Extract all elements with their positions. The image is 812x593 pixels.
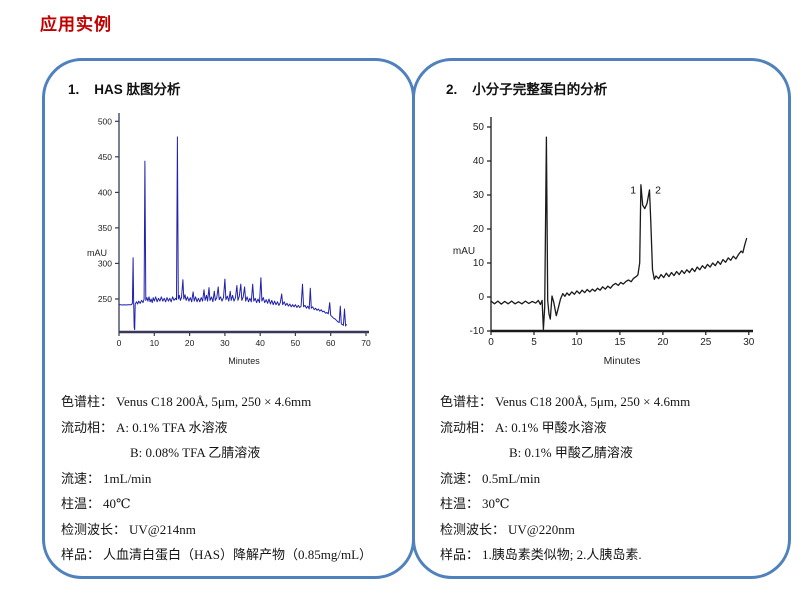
spec-value: B: 0.08% TFA 乙腈溶液	[130, 445, 261, 460]
spec-row-flow-rate: 流速： 1mL/min	[61, 466, 372, 492]
spec-label: 流动相：	[61, 419, 114, 435]
spec-value: Venus C18 200Å, 5μm, 250 × 4.6mm	[116, 394, 312, 409]
spec-list: 色谱柱： Venus C18 200Å, 5μm, 250 × 4.6mm 流动相…	[61, 389, 372, 568]
spec-label: 柱温：	[61, 496, 101, 511]
spec-label: 流速：	[440, 470, 480, 486]
spec-value: 1.胰岛素类似物; 2.人胰岛素.	[482, 547, 642, 562]
spec-value: UV@220nm	[508, 521, 575, 537]
spec-list: 色谱柱： Venus C18 200Å, 5μm, 250 × 4.6mm 流动相…	[440, 389, 690, 568]
spec-label: 检测波长：	[440, 521, 506, 537]
spec-row-detection: 检测波长： UV@220nm	[440, 517, 690, 543]
panel-small-protein-analysis: 2. 小分子完整蛋白的分析 色谱柱： Venus C18 200Å, 5μm, 25…	[412, 58, 791, 579]
panel-has-peptide-map: 1. HAS 肽图分析 色谱柱： Venus C18 200Å, 5μm, 250 …	[42, 58, 415, 579]
spec-value: 1mL/min	[103, 470, 152, 486]
spec-row-flow-rate: 流速： 0.5mL/min	[440, 466, 690, 492]
panel-header: 2. 小分子完整蛋白的分析	[446, 78, 607, 98]
spec-value: 30℃	[482, 496, 510, 511]
spec-label: 柱温：	[440, 496, 480, 511]
panel-title: 小分子完整蛋白的分析	[472, 82, 608, 97]
spec-value: 40℃	[103, 496, 131, 511]
spec-value: 人血清白蛋白（HAS）降解产物（0.85mg/mL）	[103, 547, 373, 562]
spec-value: A: 0.1% TFA 水溶液	[116, 419, 228, 435]
spec-label: 色谱柱：	[440, 394, 493, 409]
spec-row-sample: 样品： 1.胰岛素类似物; 2.人胰岛素.	[440, 542, 690, 568]
panel-number: 1.	[68, 82, 80, 97]
spec-label: 流速：	[61, 470, 101, 486]
panel-title: HAS 肽图分析	[94, 82, 181, 97]
spec-label: 色谱柱：	[61, 394, 114, 409]
spec-value: 0.5mL/min	[482, 470, 541, 486]
spec-row-sample: 样品： 人血清白蛋白（HAS）降解产物（0.85mg/mL）	[61, 542, 372, 568]
spec-value: B: 0.1% 甲酸乙腈溶液	[509, 445, 633, 460]
spec-label: 检测波长：	[61, 521, 127, 537]
spec-row-mobile-phase-b: B: 0.1% 甲酸乙腈溶液	[440, 440, 690, 466]
spec-row-column-temp: 柱温： 40℃	[61, 491, 372, 517]
panel-header: 1. HAS 肽图分析	[68, 78, 181, 98]
spec-row-column: 色谱柱： Venus C18 200Å, 5μm, 250 × 4.6mm	[61, 389, 372, 415]
spec-value: UV@214nm	[129, 521, 196, 537]
spec-row-mobile-phase-b: B: 0.08% TFA 乙腈溶液	[61, 440, 372, 466]
spec-row-column: 色谱柱： Venus C18 200Å, 5μm, 250 × 4.6mm	[440, 389, 690, 415]
spec-label: 样品：	[440, 547, 480, 562]
page-title: 应用实例	[40, 15, 112, 34]
spec-row-column-temp: 柱温： 30℃	[440, 491, 690, 517]
spec-row-mobile-phase-a: 流动相： A: 0.1% TFA 水溶液	[61, 415, 372, 441]
spec-row-mobile-phase-a: 流动相： A: 0.1% 甲酸水溶液	[440, 415, 690, 441]
spec-label: 流动相：	[440, 419, 493, 435]
spec-value: A: 0.1% 甲酸水溶液	[495, 419, 607, 435]
spec-row-detection: 检测波长： UV@214nm	[61, 517, 372, 543]
spec-value: Venus C18 200Å, 5μm, 250 × 4.6mm	[495, 394, 691, 409]
panel-number: 2.	[446, 82, 458, 97]
spec-label: 样品：	[61, 547, 101, 562]
